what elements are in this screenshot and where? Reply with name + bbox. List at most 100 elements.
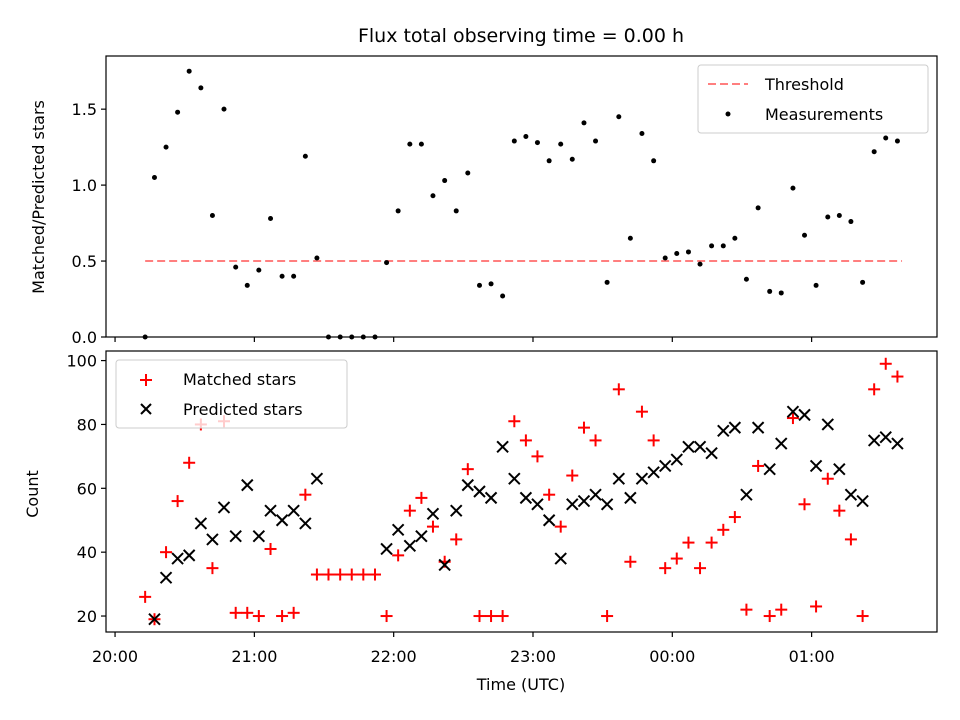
predicted-star-point <box>624 491 637 505</box>
predicted-star-point <box>577 494 591 508</box>
top-y-ticks: 0.0 0.5 1.0 1.5 <box>72 100 106 347</box>
measurement-point <box>604 279 610 285</box>
measurement-point <box>860 279 866 285</box>
top-y-tick-label: 0.0 <box>72 328 97 347</box>
matched-star-point <box>392 549 405 562</box>
predicted-star-point <box>751 421 765 434</box>
predicted-star-point <box>229 529 242 543</box>
matched-star-point <box>589 434 602 447</box>
predicted-star-point <box>728 421 742 434</box>
matched-star-point <box>252 610 265 623</box>
measurements-legend-label: Measurements <box>765 105 883 124</box>
measurement-point <box>268 216 274 222</box>
measurement-point <box>384 260 390 266</box>
bottom-y-tick-label: 60 <box>77 479 97 498</box>
predicted-star-point <box>786 405 800 418</box>
x-tick-label: 00:00 <box>649 647 695 666</box>
measurement-point <box>302 153 308 159</box>
measurement-point <box>755 205 761 211</box>
top-y-axis-label: Matched/Predicted stars <box>29 100 48 294</box>
matched-star-point <box>380 610 393 623</box>
measurement-point <box>453 208 459 214</box>
matched-star-point <box>415 491 428 504</box>
matched-star-point <box>740 603 753 616</box>
measurement-point <box>662 255 668 261</box>
matched-star-point <box>659 562 672 575</box>
matched-star-point <box>531 450 544 463</box>
predicted-star-point <box>519 491 533 505</box>
measurement-point <box>291 273 297 279</box>
bottom-x-ticks: 20:00 21:00 22:00 23:00 00:00 01:00 <box>92 632 835 666</box>
predicted-star-point <box>844 488 858 501</box>
measurement-point <box>802 232 808 238</box>
top-y-tick-label: 1.0 <box>72 176 97 195</box>
measurement-point <box>569 156 575 162</box>
predicted-star-point <box>438 558 451 572</box>
matched-star-point <box>635 405 648 418</box>
measurement-point <box>256 267 262 273</box>
predicted-star-point <box>252 529 266 543</box>
measurement-point <box>616 114 622 120</box>
matched-star-point <box>763 610 776 623</box>
matched-star-point <box>334 568 347 581</box>
bottom-y-ticks: 20 40 60 80 100 <box>66 352 106 626</box>
matched-star-point <box>705 536 718 549</box>
measurement-point <box>279 273 285 279</box>
predicted-star-point <box>867 434 881 447</box>
predicted-star-point <box>403 539 417 552</box>
bottom-legend-frame <box>115 359 348 429</box>
matched-star-point <box>798 498 811 511</box>
measurement-point <box>790 185 796 191</box>
predicted-star-point <box>600 498 614 511</box>
top-y-tick-label: 0.5 <box>72 252 97 271</box>
predicted-star-point <box>275 514 289 527</box>
matched-star-point <box>264 542 277 555</box>
predicted-star-point <box>461 478 475 492</box>
predicted-star-point <box>833 462 846 476</box>
measurement-point <box>720 243 726 249</box>
measurement-point <box>651 158 657 164</box>
predicted-star-point <box>554 552 567 565</box>
predicted-star-point <box>241 478 254 492</box>
matched-star-point <box>485 610 498 623</box>
matched-star-point <box>519 434 532 447</box>
predicted-star-point <box>148 613 161 626</box>
predicted-star-point <box>682 440 695 454</box>
matched-star-point <box>139 590 152 603</box>
matched-star-point <box>879 357 892 370</box>
predicted-stars-legend-label: Predicted stars <box>183 400 303 419</box>
predicted-star-point <box>217 501 231 514</box>
predicted-star-point <box>287 504 300 517</box>
predicted-star-point <box>647 466 660 479</box>
matched-star-point <box>299 488 312 501</box>
measurement-point <box>151 175 157 181</box>
matched-star-point <box>775 603 788 616</box>
predicted-star-point <box>763 462 776 476</box>
predicted-star-point <box>891 437 904 450</box>
predicted-star-point <box>589 488 602 501</box>
predicted-stars-legend-swatch <box>140 403 152 415</box>
measurement-point <box>198 85 204 91</box>
matched-star-point <box>810 600 823 613</box>
predicted-star-point <box>496 440 509 454</box>
predicted-star-point <box>798 408 811 422</box>
top-legend: Threshold Measurements <box>697 64 929 134</box>
measurement-point <box>534 140 540 146</box>
predicted-star-point <box>670 453 683 466</box>
bottom-axes-frame <box>105 350 938 633</box>
x-tick-label: 22:00 <box>371 647 417 666</box>
matched-star-point <box>171 495 184 508</box>
top-axes: 0.0 0.5 1.0 1.5 Matched/Predicted stars Thr… <box>29 55 938 347</box>
predicted-star-point <box>159 571 173 584</box>
measurement-point <box>558 141 564 147</box>
matched-star-point <box>183 456 196 469</box>
predicted-star-point <box>415 529 428 543</box>
matched-star-point <box>241 606 254 619</box>
bottom-legend: Matched stars Predicted stars <box>115 359 348 429</box>
top-legend-frame <box>697 64 929 134</box>
measurement-point <box>639 130 645 136</box>
measurement-point <box>233 264 239 270</box>
measurement-point <box>848 219 854 225</box>
predicted-star-point <box>380 542 393 556</box>
matched-star-point <box>206 562 219 575</box>
